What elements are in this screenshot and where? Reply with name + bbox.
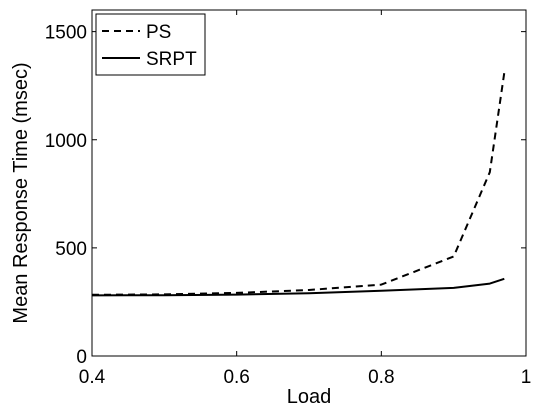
plot-frame bbox=[91, 9, 527, 357]
x-tick-label: 0.6 bbox=[223, 367, 249, 388]
legend-entry-srpt: SRPT bbox=[146, 49, 197, 70]
x-tick-label: 1 bbox=[521, 367, 532, 388]
plot-area bbox=[91, 9, 527, 357]
y-tick-label: 500 bbox=[55, 239, 87, 260]
legend-box bbox=[95, 13, 206, 76]
y-tick-label: 0 bbox=[76, 347, 87, 368]
x-tick-label: 0.4 bbox=[79, 367, 106, 388]
legend-entry-ps: PS bbox=[146, 22, 171, 43]
legend: PS SRPT bbox=[95, 13, 206, 76]
x-tick-label: 0.8 bbox=[368, 367, 394, 388]
series-line-srpt bbox=[91, 277, 505, 297]
axis-ticks: 0.4 0.6 0.8 1 0 500 1000 1500 bbox=[45, 10, 532, 388]
y-tick-label: 1000 bbox=[45, 131, 87, 152]
x-axis-label: Load bbox=[287, 386, 332, 408]
series-line-ps bbox=[91, 72, 506, 296]
y-axis-label: Mean Response Time (msec) bbox=[10, 62, 32, 323]
y-tick-label: 1500 bbox=[45, 23, 87, 44]
